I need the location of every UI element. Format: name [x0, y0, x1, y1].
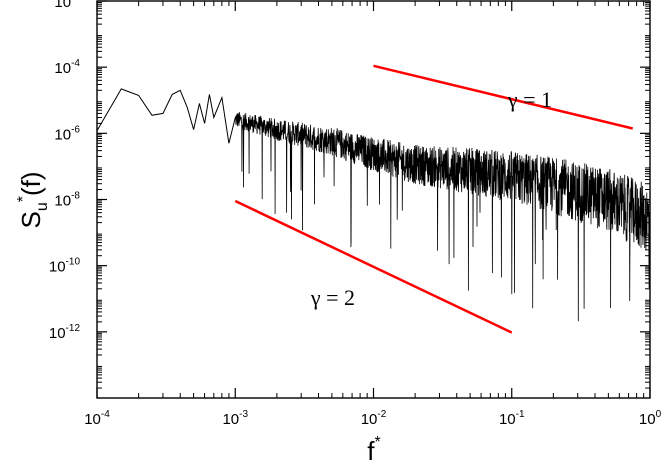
spectrum-line	[234, 112, 651, 322]
y-tick-label: 10-10	[49, 257, 81, 276]
gamma-label-1: γ = 1	[507, 87, 552, 112]
y-axis-label-arg: (f)	[16, 171, 46, 196]
x-tick-labels: 10-4 10-3 10-2 10-1 100	[84, 409, 661, 428]
reference-line-gamma-2	[234, 199, 513, 334]
x-tick-label: 10-3	[222, 409, 248, 428]
reference-line-gamma-1	[373, 64, 634, 130]
x-tick-label-exp: -2	[377, 409, 386, 420]
y-tick-label-exp: -8	[71, 191, 80, 202]
y-axis-label-sub: u	[34, 202, 51, 211]
x-tick-label: 10-4	[84, 409, 110, 428]
annotations: γ = 1 γ = 2	[310, 87, 552, 310]
x-tick-label: 100	[639, 409, 662, 428]
y-axis-label: Su*(f)	[15, 171, 51, 228]
y-tick-label: 10-2	[54, 0, 80, 11]
y-tick-label-exp: -4	[71, 58, 80, 69]
y-tick-label-base: 10	[49, 325, 66, 342]
series-layer	[96, 88, 651, 322]
y-tick-label-base: 10	[54, 60, 71, 77]
spectrum-lowfreq-line	[96, 88, 236, 144]
y-tick-label: 10-8	[54, 191, 80, 210]
x-tick-label-base: 10	[499, 411, 516, 428]
y-tick-label-base: 10	[54, 0, 71, 11]
x-tick-label-exp: -4	[101, 409, 110, 420]
y-axis-label-sup: *	[15, 196, 32, 202]
y-axis-label-main: S	[16, 211, 46, 228]
x-axis-label-main: f	[367, 436, 375, 466]
major-ticks	[96, 0, 651, 398]
y-tick-label-base: 10	[54, 193, 71, 210]
gamma-label-2: γ = 2	[310, 285, 355, 310]
x-tick-label-base: 10	[222, 411, 239, 428]
x-tick-label: 10-2	[361, 409, 387, 428]
x-tick-label-exp: -3	[239, 409, 248, 420]
y-tick-label-exp: -6	[71, 124, 80, 135]
y-tick-label: 10-12	[49, 323, 81, 342]
x-axis-label: f*	[367, 434, 380, 466]
y-tick-label-base: 10	[49, 259, 66, 276]
y-tick-label-exp: -2	[71, 0, 80, 3]
y-tick-label: 10-4	[54, 58, 80, 77]
y-tick-label-exp: -10	[66, 257, 81, 268]
x-tick-label-base: 10	[361, 411, 378, 428]
y-tick-label: 10-6	[54, 124, 80, 143]
x-tick-label: 10-1	[499, 409, 525, 428]
x-tick-label-base: 10	[639, 411, 656, 428]
y-tick-label-exp: -12	[66, 323, 81, 334]
x-tick-label-exp: 0	[656, 409, 662, 420]
x-axis-label-sup: *	[375, 434, 381, 451]
y-tick-label-base: 10	[54, 126, 71, 143]
reference-lines	[234, 64, 634, 334]
x-tick-label-exp: -1	[516, 409, 525, 420]
x-tick-label-base: 10	[84, 411, 101, 428]
